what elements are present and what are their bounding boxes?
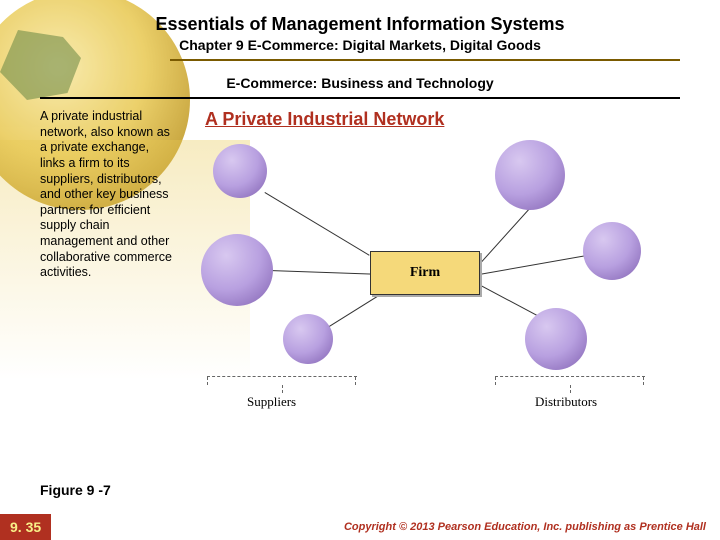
- partner-node: [495, 140, 565, 210]
- book-title: Essentials of Management Information Sys…: [0, 14, 720, 35]
- partner-node: [213, 144, 267, 198]
- slide-number: 9. 35: [0, 514, 51, 540]
- partner-node: [201, 234, 273, 306]
- bracket-distributors: [495, 376, 645, 386]
- partner-node: [583, 222, 641, 280]
- diagram-area: A Private Industrial Network Firm Suppli…: [195, 109, 690, 406]
- connector-line: [264, 192, 369, 256]
- firm-node: Firm: [370, 251, 480, 295]
- partner-node: [525, 308, 587, 370]
- description-text: A private industrial network, also known…: [40, 109, 175, 406]
- content-area: A private industrial network, also known…: [0, 99, 720, 406]
- section-heading: E-Commerce: Business and Technology: [0, 75, 720, 91]
- figure-number: Figure 9 -7: [40, 482, 111, 498]
- partner-node: [283, 314, 333, 364]
- slide-footer: 9. 35 Copyright © 2013 Pearson Education…: [0, 514, 720, 540]
- copyright-text: Copyright © 2013 Pearson Education, Inc.…: [51, 521, 720, 533]
- connector-line: [479, 254, 595, 275]
- diagram-title: A Private Industrial Network: [205, 109, 690, 130]
- bracket-label-distributors: Distributors: [535, 394, 597, 410]
- connector-line: [269, 270, 373, 275]
- chapter-title: Chapter 9 E-Commerce: Digital Markets, D…: [0, 37, 720, 53]
- slide-header: Essentials of Management Information Sys…: [0, 0, 720, 91]
- title-rule: [170, 59, 680, 61]
- bracket-label-suppliers: Suppliers: [247, 394, 296, 410]
- bracket-suppliers: [207, 376, 357, 386]
- network-diagram: Firm SuppliersDistributors: [195, 136, 655, 406]
